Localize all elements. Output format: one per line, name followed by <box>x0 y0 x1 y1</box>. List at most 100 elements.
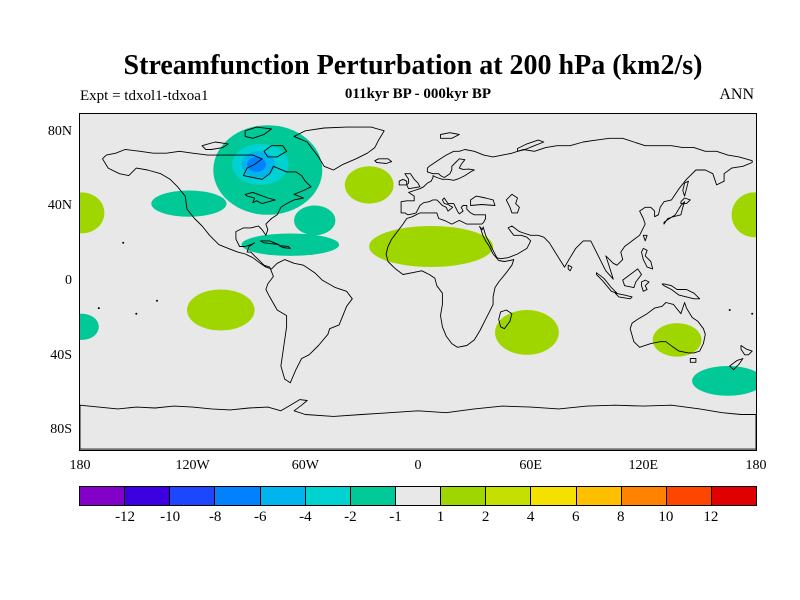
colorbar-segment-5 <box>304 487 350 505</box>
colorbar-segment-13 <box>665 487 711 505</box>
coastline-novaya-zemlya <box>517 139 545 152</box>
lon-tick-label-6: 180 <box>745 458 767 473</box>
coastline-eurafrica <box>385 137 753 348</box>
colorbar-tick-label--10: -10 <box>160 509 181 525</box>
lon-tick-label-0: 180 <box>69 458 91 473</box>
colorbar-segment-3 <box>214 487 260 505</box>
colorbar-segment-9 <box>485 487 531 505</box>
colorbar-tick-label-2: 2 <box>481 509 490 525</box>
coastline-borneo <box>622 268 642 289</box>
island-dot <box>97 307 100 310</box>
colorbar-tick-label-8: 8 <box>617 509 625 525</box>
coastline-great-lakes <box>244 191 276 205</box>
coastline-tasmania <box>689 358 697 363</box>
colorbar-tick-label--12: -12 <box>115 509 136 525</box>
anomaly-region-dateline-north-east <box>731 192 756 238</box>
coastline-sri-lanka <box>567 264 573 272</box>
island-dot <box>135 312 138 315</box>
lat-tick-label-40N: 40N <box>47 198 72 214</box>
coastline-black-sea <box>470 195 496 206</box>
coastline-philippines <box>641 247 654 270</box>
coastline-baffin-island <box>263 145 288 158</box>
lat-tick-label-40S: 40S <box>50 347 72 363</box>
colorbar-tick-label-4: 4 <box>526 509 535 525</box>
anomaly-region-south-pacific <box>187 289 255 331</box>
anomaly-region-dateline-south-west <box>80 313 99 340</box>
colorbar-tick-label-10: 10 <box>658 509 674 525</box>
experiment-label: Expt = tdxol1-tdxoa1 <box>80 88 209 104</box>
coastline-sulawesi <box>641 279 650 292</box>
coastline-greenland <box>293 126 385 171</box>
colorbar-segment-0 <box>80 487 125 505</box>
island-dot <box>156 299 158 302</box>
colorbar-segment-11 <box>575 487 621 505</box>
coastline-ireland <box>398 178 408 186</box>
period-label: 011kyr BP - 000kyr BP <box>344 86 492 102</box>
anomaly-region-southwest-pacific <box>692 366 756 396</box>
colorbar-tick-label-12: 12 <box>703 509 719 525</box>
coastline-great-britain <box>404 173 421 190</box>
anomaly-region-caribbean-band <box>241 233 340 256</box>
lon-tick-label-5: 120E <box>628 458 659 473</box>
lon-tick-label-3: 0 <box>414 458 422 473</box>
coastline-victoria-island <box>201 141 229 150</box>
island-dot <box>751 312 754 315</box>
colorbar-tick-label--6: -6 <box>254 509 267 525</box>
colorbar-segment-6 <box>349 487 395 505</box>
colorbar-tick-label--2: -2 <box>344 509 357 525</box>
coastline-new-zealand-north <box>740 345 753 356</box>
anomaly-region-west-atlantic-tail <box>294 205 336 236</box>
anomaly-region-south-indian <box>495 310 559 355</box>
coastline-caspian-sea <box>505 193 520 214</box>
colorbar-segment-7 <box>394 487 441 505</box>
anomaly-region-north-atlantic <box>344 166 394 204</box>
colorbar-segment-4 <box>259 487 305 505</box>
colorbar-segment-8 <box>440 487 486 505</box>
coastline-sakhalin <box>682 180 689 197</box>
lon-tick-label-1: 120W <box>175 458 210 473</box>
map-background <box>80 114 756 450</box>
coastline-java <box>614 292 633 300</box>
coastline-iceland <box>374 158 393 164</box>
lon-tick-label-2: 60W <box>291 458 319 473</box>
lon-tick-label-4: 60E <box>519 458 542 473</box>
colorbar-segment-2 <box>169 487 215 505</box>
anomaly-region-north-africa <box>369 226 494 267</box>
coastline-ellesmere-island <box>244 126 272 139</box>
anomaly-region-south-australia <box>652 323 702 357</box>
colorbar-segment-10 <box>530 487 576 505</box>
page-title: Streamfunction Perturbation at 200 hPa (… <box>123 50 703 81</box>
island-dot <box>728 309 731 311</box>
coastline-japan <box>663 201 686 225</box>
season-label: ANN <box>719 86 754 103</box>
coastline-taiwan <box>642 234 648 242</box>
colorbar-segment-12 <box>620 487 666 505</box>
coastline-hispaniola <box>278 245 291 249</box>
lat-tick-label-0: 0 <box>65 273 72 288</box>
colorbar-tick-label-1: 1 <box>436 509 445 525</box>
colorbar-segment-1 <box>124 487 170 505</box>
colorbar-tick-label--1: -1 <box>389 509 402 525</box>
coastline-new-guinea <box>661 283 701 300</box>
island-dot <box>122 241 125 244</box>
anomaly-region-north-america-inner <box>247 156 266 172</box>
coastline-antarctica <box>80 399 756 450</box>
coastline-svalbard <box>440 132 460 139</box>
coastline-madagascar <box>498 309 513 330</box>
coastline-cuba <box>259 240 280 246</box>
colorbar-tick-label--4: -4 <box>299 509 312 525</box>
colorbar-tick-label-6: 6 <box>571 509 580 525</box>
coastline-americas <box>102 149 353 384</box>
world-map-plot <box>80 114 756 450</box>
colorbar-tick-label--8: -8 <box>208 509 222 525</box>
coastline-sumatra <box>595 272 618 294</box>
coastline-new-zealand-south <box>729 358 744 371</box>
anomaly-region-north-pacific-arm <box>151 190 227 217</box>
anomaly-region-dateline-north-west <box>80 192 105 234</box>
colorbar-segment-14 <box>710 487 757 505</box>
coastline-australia <box>629 302 706 354</box>
colorbar <box>79 486 757 506</box>
lat-tick-label-80S: 80S <box>50 422 72 438</box>
lat-tick-label-80N: 80N <box>47 123 72 139</box>
